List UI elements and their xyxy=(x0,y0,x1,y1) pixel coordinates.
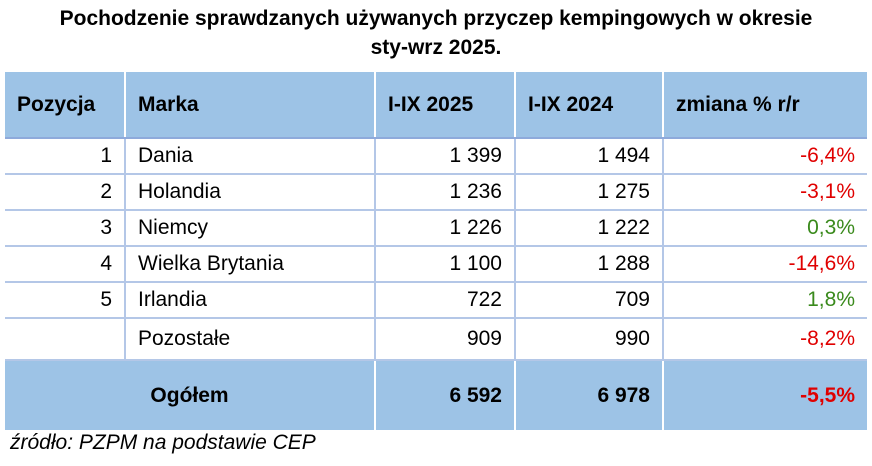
header-position: Pozycja xyxy=(5,72,126,139)
cell-brand: Niemcy xyxy=(125,210,376,247)
other-row: Pozostałe 909 990 -8,2% xyxy=(5,318,867,361)
cell-position: 4 xyxy=(5,246,126,283)
cell-2025: 1 236 xyxy=(375,174,516,211)
table-row: 2 Holandia 1 236 1 275 -3,1% xyxy=(5,174,867,211)
header-brand: Marka xyxy=(125,72,376,139)
total-row: Ogółem 6 592 6 978 -5,5% xyxy=(5,360,867,430)
cell-brand: Wielka Brytania xyxy=(125,246,376,283)
cell-change: -14,6% xyxy=(663,246,867,283)
cell-2025: 1 399 xyxy=(375,138,516,175)
cell-2024: 1 494 xyxy=(515,138,664,175)
cell-position: 2 xyxy=(5,174,126,211)
total-change: -5,5% xyxy=(800,383,855,407)
cell-position: 1 xyxy=(5,138,126,175)
cell-2024: 709 xyxy=(515,282,664,319)
header-row: Pozycja Marka I-IX 2025 I-IX 2024 zmiana… xyxy=(5,72,867,139)
cell-2024: 1 275 xyxy=(515,174,664,211)
cell-2024: 990 xyxy=(515,318,664,361)
cell-2025: 909 xyxy=(375,318,516,361)
header-2024: I-IX 2024 xyxy=(515,72,664,139)
cell-2025: 1 100 xyxy=(375,246,516,283)
cell-2025: 722 xyxy=(375,282,516,319)
cell-2024: 1 288 xyxy=(515,246,664,283)
table-row: 1 Dania 1 399 1 494 -6,4% xyxy=(5,138,867,175)
title-line-1: Pochodzenie sprawdzanych używanych przyc… xyxy=(59,7,813,30)
cell-brand: Dania xyxy=(125,138,376,175)
origin-table: Pozycja Marka I-IX 2025 I-IX 2024 zmiana… xyxy=(5,72,867,430)
cell-change: -3,1% xyxy=(663,174,867,211)
table-row: 4 Wielka Brytania 1 100 1 288 -14,6% xyxy=(5,246,867,283)
source-note: źródło: PZPM na podstawie CEP xyxy=(10,431,316,454)
total-2024: 6 978 xyxy=(515,360,664,430)
cell-change: 1,8% xyxy=(663,282,867,319)
title-line-2: sty-wrz 2025. xyxy=(370,36,502,59)
header-change: zmiana % r/r xyxy=(663,72,867,139)
cell-change: -6,4% xyxy=(663,138,867,175)
cell-position: 5 xyxy=(5,282,126,319)
cell-brand: Pozostałe xyxy=(125,318,376,361)
cell-brand: Holandia xyxy=(125,174,376,211)
cell-2024: 1 222 xyxy=(515,210,664,247)
total-2025: 6 592 xyxy=(375,360,516,430)
table-row: 3 Niemcy 1 226 1 222 0,3% xyxy=(5,210,867,247)
header-2025: I-IX 2025 xyxy=(375,72,516,139)
cell-brand: Irlandia xyxy=(125,282,376,319)
cell-position-empty xyxy=(5,318,126,361)
total-label: Ogółem xyxy=(5,360,376,430)
cell-change: 0,3% xyxy=(663,210,867,247)
cell-2025: 1 226 xyxy=(375,210,516,247)
cell-position: 3 xyxy=(5,210,126,247)
table-row: 5 Irlandia 722 709 1,8% xyxy=(5,282,867,319)
table-title: Pochodzenie sprawdzanych używanych przyc… xyxy=(0,4,872,62)
cell-change: -8,2% xyxy=(663,318,867,361)
